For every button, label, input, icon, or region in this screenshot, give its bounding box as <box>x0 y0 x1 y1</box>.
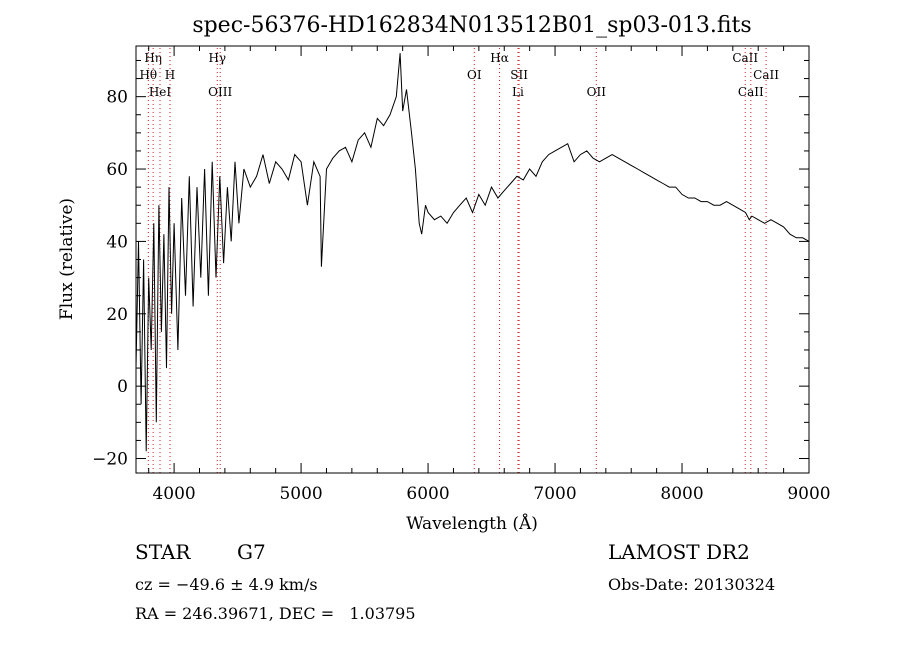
object-class: STAR <box>135 540 191 564</box>
y-tick-label-3: 40 <box>106 232 128 252</box>
coordinates: RA = 246.39671, DEC = 1.03795 <box>135 604 416 623</box>
survey-name: LAMOST DR2 <box>608 540 750 564</box>
y-tick-label-4: 60 <box>106 160 128 180</box>
y-tick-label-1: 0 <box>117 377 128 397</box>
y-tick-label-2: 20 <box>106 305 128 325</box>
chart-title: spec-56376-HD162834N013512B01_sp03-013.f… <box>192 13 751 38</box>
line-marker-label-4: Hγ <box>208 51 226 65</box>
x-axis-label: Wavelength (Å) <box>406 513 538 534</box>
x-tick-label-5: 9000 <box>787 484 830 504</box>
line-marker-label-0: Hη <box>144 51 162 65</box>
y-tick-label-0: −20 <box>92 450 128 470</box>
line-marker-label-1: Hθ <box>139 68 157 82</box>
plot-frame <box>135 45 810 474</box>
line-marker-label-12: CaII <box>753 68 779 82</box>
line-marker-label-2: H <box>165 68 175 82</box>
line-marker-label-8: SII <box>510 68 528 82</box>
line-marker-label-5: OIII <box>208 85 232 99</box>
x-tick-label-2: 6000 <box>406 484 449 504</box>
line-marker-label-3: HeI <box>149 85 172 99</box>
line-marker-label-9: Li <box>512 85 524 99</box>
x-tick-label-1: 5000 <box>279 484 322 504</box>
line-marker-label-7: OI <box>467 68 482 82</box>
x-tick-label-4: 8000 <box>660 484 703 504</box>
x-tick-label-0: 4000 <box>152 484 195 504</box>
y-axis-label: Flux (relative) <box>57 198 77 320</box>
axis-ticks: 4000 5000 6000 7000 8000 9000 −20 0 20 40 60 80 <box>92 46 831 504</box>
obs-date: Obs-Date: 20130324 <box>608 575 776 594</box>
line-marker-label-13: CaII <box>738 85 764 99</box>
y-tick-label-5: 80 <box>106 88 128 108</box>
line-marker-label-10: OII <box>587 85 607 99</box>
object-subclass: G7 <box>237 540 266 564</box>
line-marker-label-6: Hα <box>490 51 509 65</box>
spectrum-line <box>135 53 810 452</box>
x-tick-label-3: 7000 <box>533 484 576 504</box>
redshift-info: cz = −49.6 ± 4.9 km/s <box>135 575 318 594</box>
line-marker-label-11: CaII <box>732 51 758 65</box>
spectral-line-markers: Hη Hθ H HeI Hγ OIII Hα OI SII Li OII CaII CaII CaII <box>139 48 779 473</box>
